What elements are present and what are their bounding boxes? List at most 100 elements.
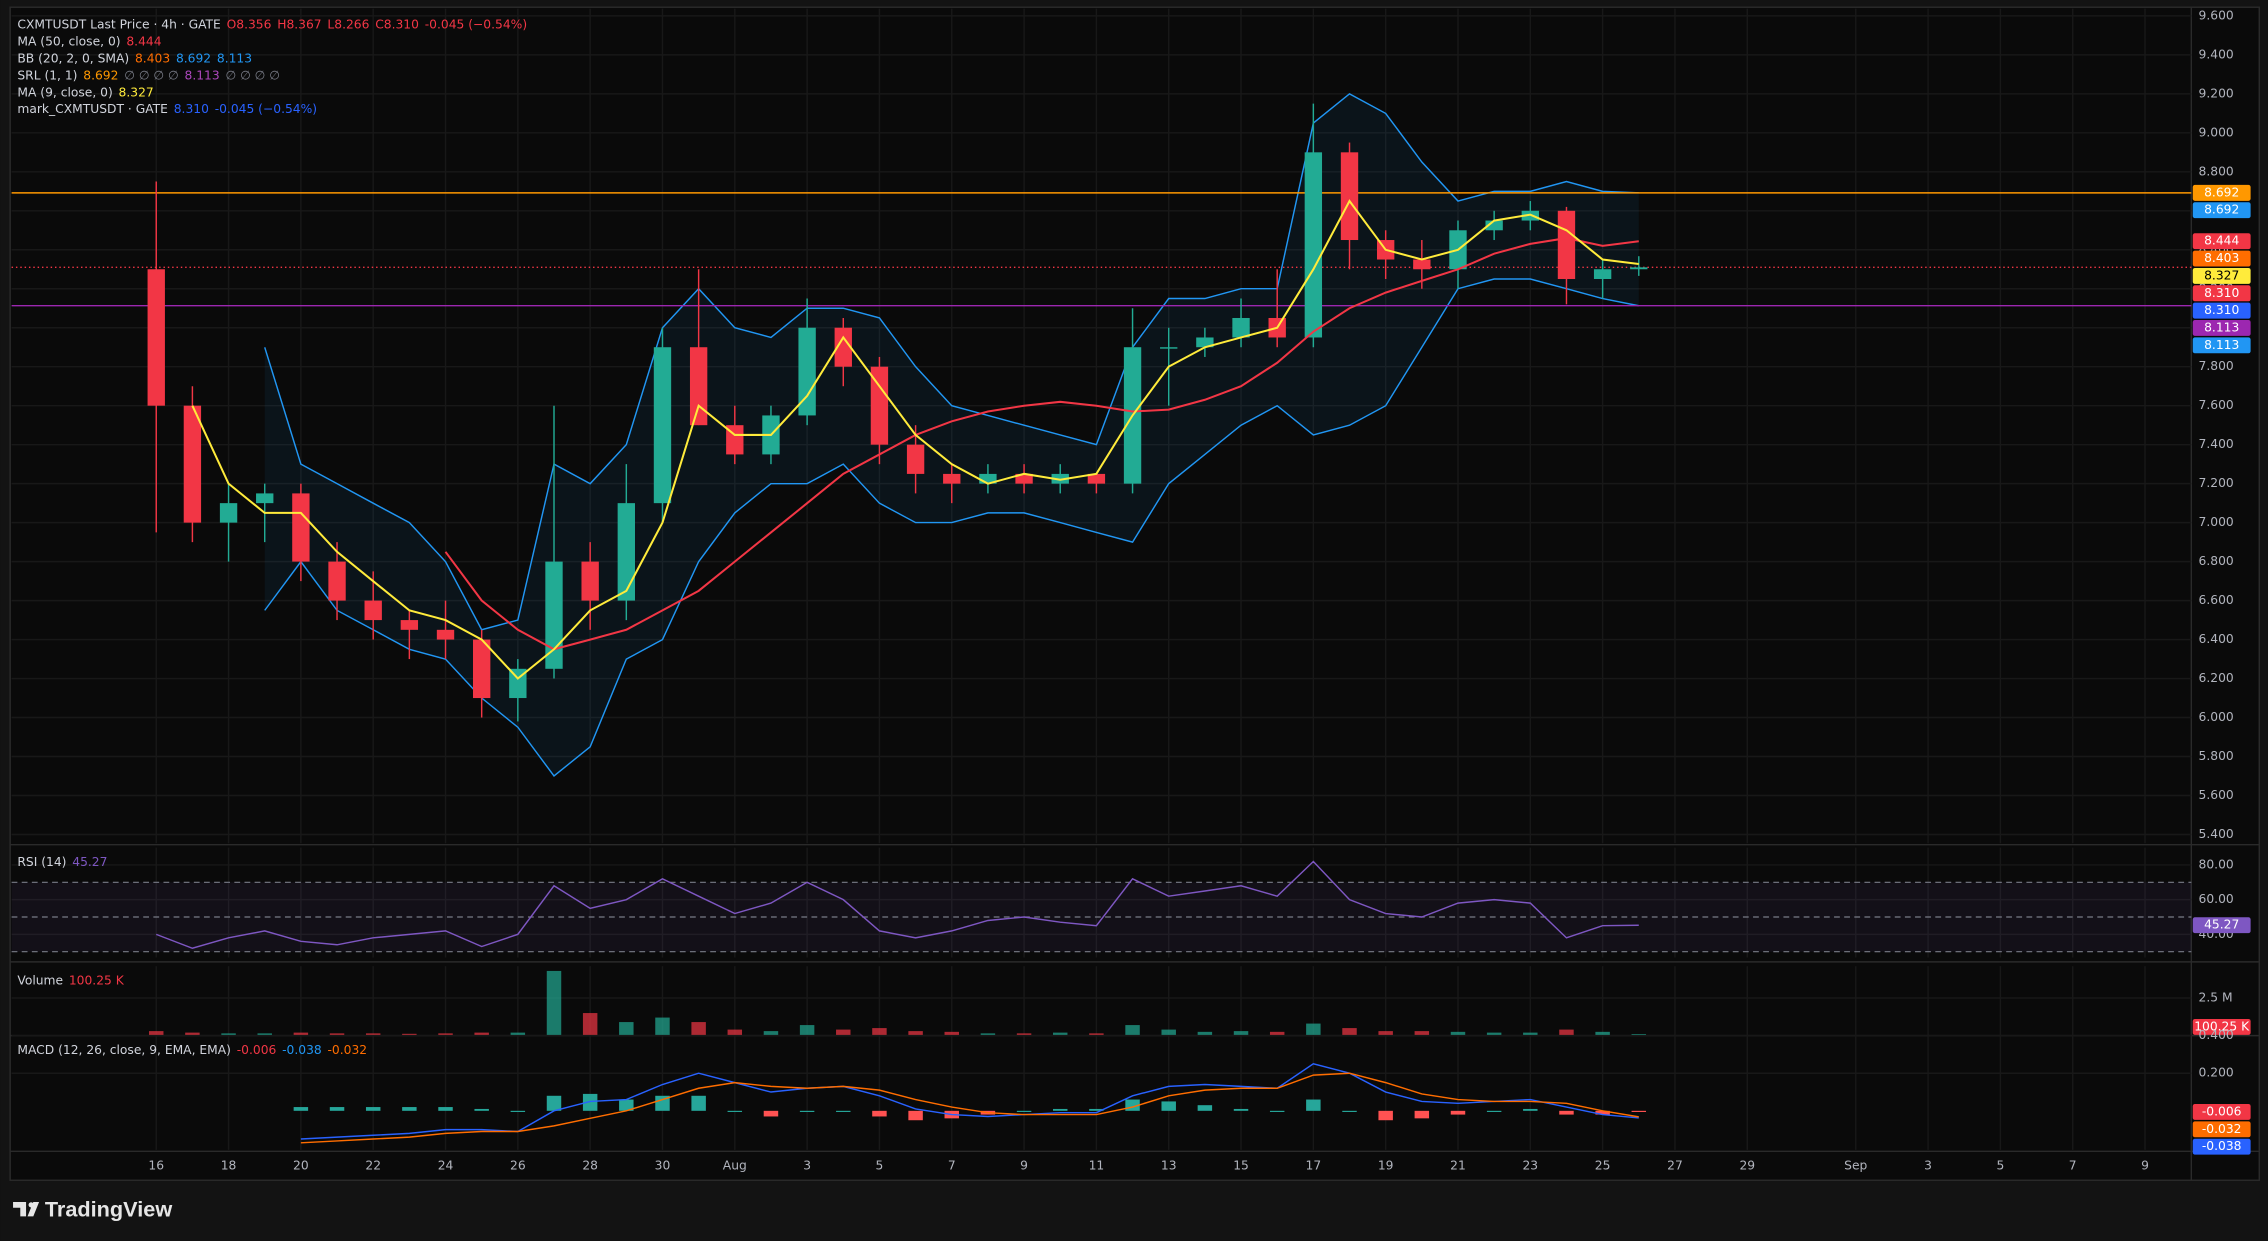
macd-histogram-bar <box>582 1093 598 1111</box>
candle-body <box>292 493 310 562</box>
macd-histogram-bar <box>1197 1105 1213 1111</box>
x-tick-label: 16 <box>148 1158 164 1172</box>
y-tick-label: 0.200 <box>2199 1066 2234 1080</box>
volume-bar <box>908 1031 923 1036</box>
band-upper <box>264 93 1639 631</box>
x-tick-label: 22 <box>365 1158 381 1172</box>
macd-histogram-bar <box>1306 1099 1321 1111</box>
y-tick-label: 2.5 M <box>2199 991 2233 1005</box>
price-tag <box>2192 184 2251 201</box>
volume-bar <box>582 1013 598 1036</box>
volume-bar <box>1559 1029 1574 1036</box>
macd-histogram-bar <box>727 1110 743 1112</box>
legend-text: Volume <box>17 973 63 987</box>
x-tick-label: 23 <box>1522 1158 1538 1172</box>
macd-histogram-bar <box>1450 1110 1466 1115</box>
x-tick-label: 3 <box>803 1158 811 1172</box>
x-tick-label: 18 <box>221 1158 237 1172</box>
y-tick-label: 60.00 <box>2199 892 2234 906</box>
macd-histogram-bar <box>1523 1108 1538 1111</box>
price-tag-label: 8.327 <box>2204 268 2239 282</box>
macd-histogram-bar <box>546 1095 562 1111</box>
macd-histogram-bar <box>763 1110 779 1117</box>
brand-logo[interactable]: TradingView <box>13 1196 172 1221</box>
x-tick-label: 30 <box>655 1158 671 1172</box>
price-tag <box>2192 250 2251 267</box>
price-tag <box>2192 233 2251 250</box>
chart-frame <box>9 6 2261 1181</box>
macd-histogram-bar <box>691 1095 706 1111</box>
legend-text: 8.310 <box>174 102 209 116</box>
macd-line <box>300 1072 1639 1144</box>
volume-bar <box>980 1033 996 1036</box>
y-tick-label: 7.200 <box>2199 476 2234 490</box>
candle-body <box>400 620 419 630</box>
x-tick-label: 7 <box>2069 1158 2077 1172</box>
candle-body <box>1485 220 1503 231</box>
volume-bar <box>763 1031 779 1036</box>
macd-histogram-bar <box>1269 1110 1285 1112</box>
volume-bar <box>149 1031 164 1036</box>
legend-text: MA (9, close, 0) <box>17 85 112 99</box>
candle-body <box>1340 152 1359 241</box>
volume-bar <box>691 1022 706 1036</box>
price-tag-label: 100.25 K <box>2194 1019 2250 1033</box>
x-tick-label: 7 <box>948 1158 956 1172</box>
volume-bar <box>438 1033 453 1036</box>
volume-bar <box>1378 1031 1393 1036</box>
macd-histogram-bar <box>1233 1108 1249 1111</box>
macd-histogram-bar <box>1378 1110 1393 1121</box>
y-tick-label: 6.400 <box>2199 632 2234 646</box>
legend-text: ∅ ∅ ∅ ∅ <box>225 68 280 82</box>
y-tick-label: 8.800 <box>2199 164 2234 178</box>
macd-histogram-bar <box>1631 1110 1647 1112</box>
price-tag-label: 8.113 <box>2204 320 2239 334</box>
volume-bar <box>1161 1029 1176 1036</box>
legend-text: 100.25 K <box>69 973 125 987</box>
volume-bar <box>402 1033 417 1036</box>
legend-text: MACD (12, 26, close, 9, EMA, EMA) <box>17 1043 231 1057</box>
price-tag <box>2192 320 2251 336</box>
legend-text: C8.310 <box>375 17 419 31</box>
x-tick-label: 9 <box>1020 1158 1028 1172</box>
x-tick-label: 25 <box>1595 1158 1611 1172</box>
legend-line: SRL (1, 1) 8.692 ∅ ∅ ∅ ∅ 8.113 ∅ ∅ ∅ ∅ <box>17 68 280 82</box>
candle-body <box>473 639 491 699</box>
x-tick-label: 24 <box>438 1158 454 1172</box>
candle-body <box>1630 267 1648 270</box>
macd-histogram-bar <box>799 1110 815 1112</box>
volume-bar <box>1053 1032 1068 1036</box>
volume-bar <box>872 1028 887 1036</box>
x-tick-label: 28 <box>582 1158 598 1172</box>
logo-dot <box>28 1202 34 1208</box>
legend-text: BB (20, 2, 0, SMA) <box>17 51 129 65</box>
candle-body <box>364 600 382 621</box>
legend-text: L8.266 <box>327 17 369 31</box>
legend-text: 8.113 <box>185 68 220 82</box>
macd-histogram-bar <box>1161 1101 1176 1111</box>
volume-bar <box>546 970 562 1036</box>
indicator-line <box>191 199 1639 680</box>
volume-bar <box>1631 1034 1647 1036</box>
volume-bar <box>1595 1031 1610 1036</box>
macd-histogram-bar <box>1595 1110 1610 1115</box>
volume-bar <box>944 1031 959 1036</box>
legend-line: RSI (14) 45.27 <box>17 855 107 869</box>
y-tick-label: 9.200 <box>2199 86 2234 100</box>
y-tick-label: 9.400 <box>2199 47 2234 61</box>
macd-histogram-bar <box>402 1107 417 1111</box>
macd-histogram-bar <box>908 1110 923 1121</box>
legend-text: 8.444 <box>126 34 161 48</box>
macd-histogram-bar <box>1486 1110 1502 1112</box>
candle-body <box>689 347 708 426</box>
price-tag <box>2192 1103 2251 1120</box>
volume-bar <box>1414 1031 1430 1036</box>
legend-text: 8.327 <box>119 85 154 99</box>
price-tag <box>2192 267 2251 284</box>
legend-text: RSI (14) <box>17 855 66 869</box>
rsi-line <box>155 860 1639 950</box>
y-tick-label: 5.600 <box>2199 788 2234 802</box>
volume-bar <box>329 1033 345 1036</box>
price-tag <box>2192 1138 2251 1155</box>
price-tag-label: 8.444 <box>2204 234 2239 248</box>
